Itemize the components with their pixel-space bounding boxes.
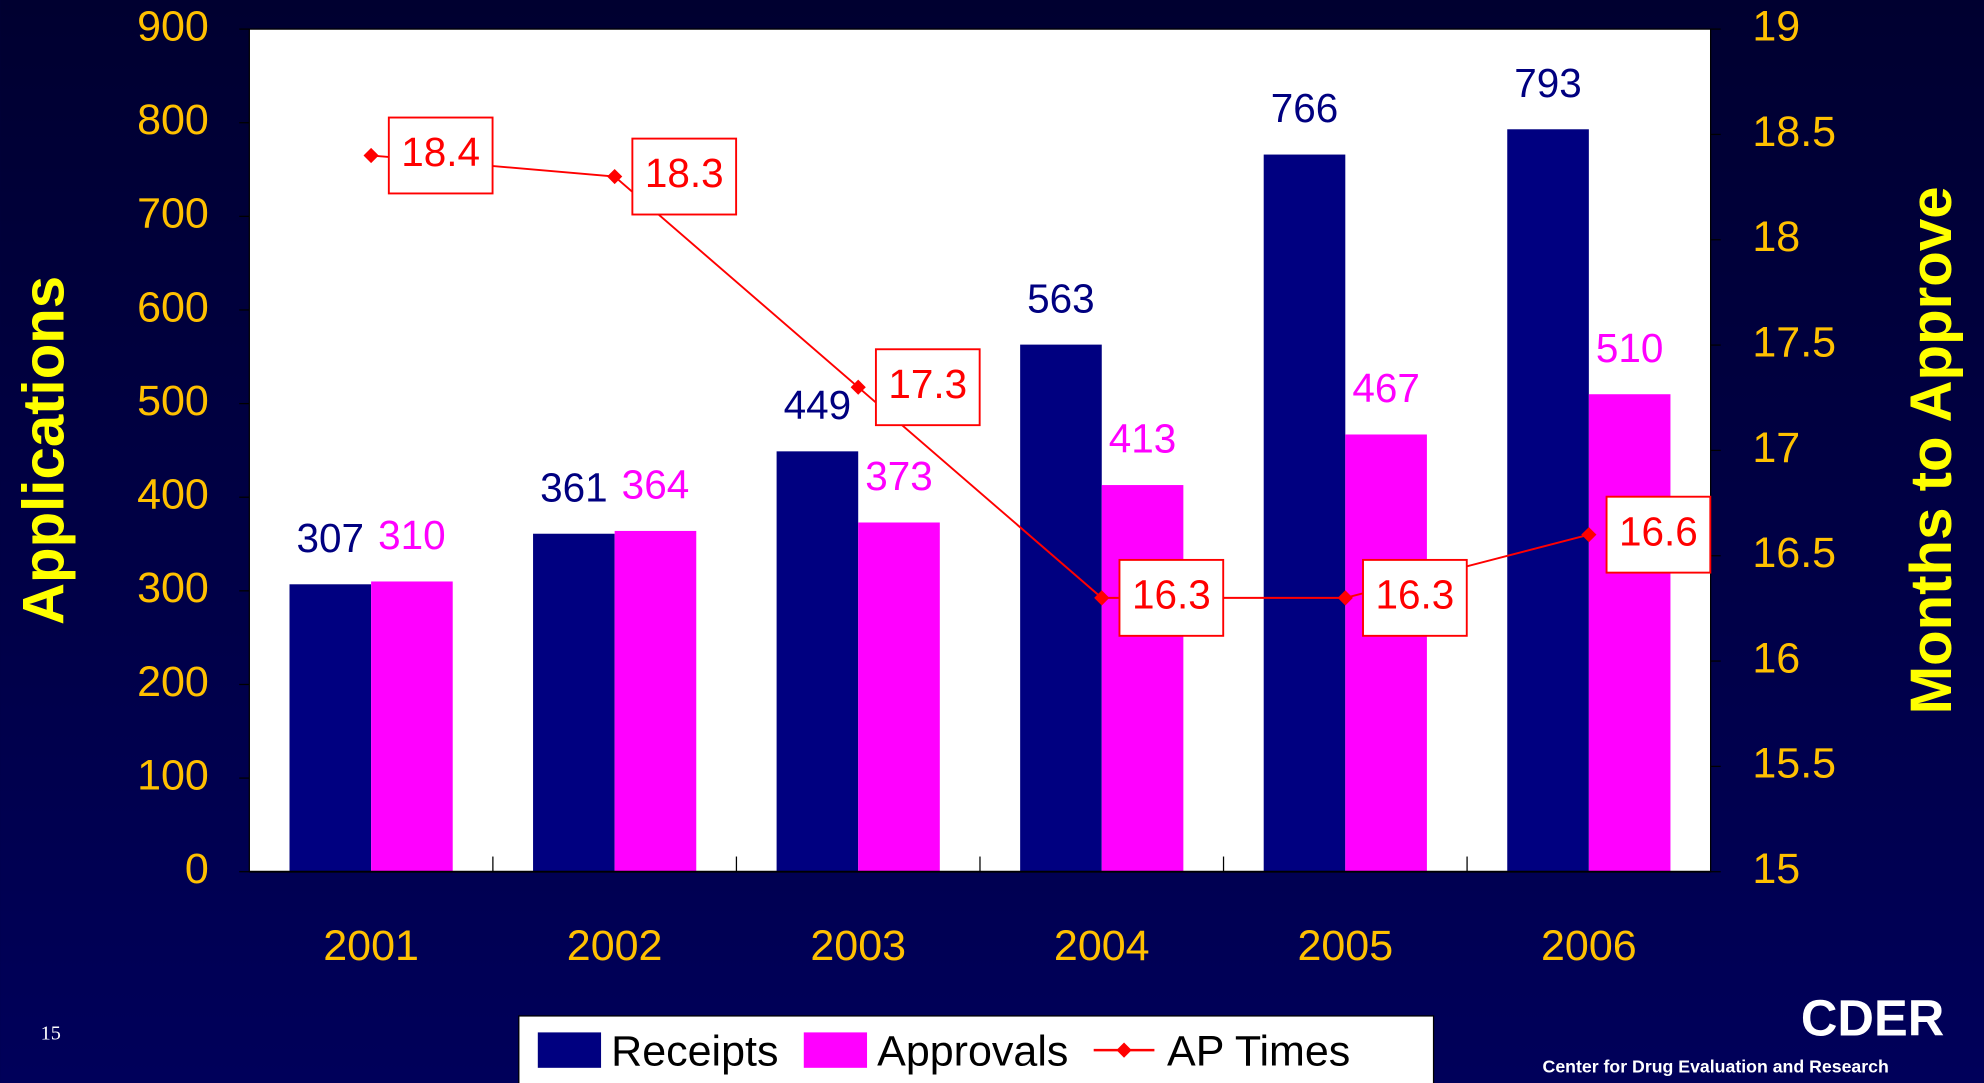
value-label: 364 [622, 462, 690, 508]
y2-tick-label: 19 [1752, 2, 1800, 50]
legend-label: Approvals [877, 1027, 1068, 1075]
x-tick-label: 2005 [1297, 922, 1393, 970]
legend-label: Receipts [611, 1027, 778, 1075]
bar [776, 451, 859, 872]
value-label: 16.3 [1132, 572, 1211, 618]
page-number: 15 [41, 1023, 61, 1045]
marker [363, 147, 379, 164]
y2-axis-title: Months to Approve [1899, 186, 1964, 714]
legend-label: AP Times [1167, 1027, 1350, 1075]
y-tick-label: 700 [137, 190, 209, 238]
bar [1020, 344, 1102, 872]
bar [371, 581, 453, 872]
value-label: 18.4 [401, 129, 480, 175]
value-label-box [1118, 558, 1225, 637]
x-tick-label: 2002 [567, 922, 663, 970]
y-tick-label: 500 [137, 377, 209, 425]
legend-swatch [537, 1032, 602, 1068]
value-label: 16.3 [1376, 572, 1455, 618]
x-tick-label: 2004 [1054, 922, 1150, 970]
value-label-box [1605, 495, 1712, 574]
bar [1588, 394, 1671, 872]
x-tick-label: 2003 [810, 922, 906, 970]
y2-tick-label: 15 [1752, 845, 1800, 893]
y-tick-label: 400 [137, 471, 209, 519]
logo: CDER [1801, 990, 1944, 1047]
legend [518, 1015, 1435, 1083]
y-tick-label: 100 [137, 751, 209, 799]
y2-tick-label: 17.5 [1752, 318, 1836, 366]
y-tick-label: 800 [137, 96, 209, 144]
marker [607, 168, 623, 185]
value-label: 16.6 [1619, 508, 1698, 554]
value-label: 17.3 [888, 361, 967, 407]
value-label: 467 [1352, 365, 1420, 411]
y-tick-label: 300 [137, 564, 209, 612]
y-tick-label: 0 [185, 845, 209, 893]
marker [850, 379, 866, 395]
bar [1101, 485, 1184, 872]
legend-swatch [803, 1032, 868, 1068]
bar [533, 533, 615, 872]
x-tick-label: 2006 [1541, 922, 1637, 970]
y2-tick-label: 18.5 [1752, 108, 1836, 156]
y2-tick-label: 16.5 [1752, 529, 1836, 577]
y2-tick-label: 15.5 [1752, 740, 1836, 788]
value-label-box [1362, 558, 1468, 637]
bar [858, 522, 940, 872]
y-tick-label: 600 [137, 283, 209, 331]
bar [1507, 129, 1589, 872]
y2-tick-label: 18 [1752, 213, 1800, 261]
value-label-box [631, 137, 738, 216]
value-label: 793 [1514, 60, 1582, 106]
x-tick-label: 2001 [323, 922, 419, 970]
value-label: 307 [297, 515, 365, 561]
y2-tick-label: 17 [1752, 424, 1800, 472]
value-label-box [387, 116, 494, 195]
y2-tick-label: 16 [1752, 634, 1800, 682]
value-label: 373 [865, 453, 933, 499]
bar [1263, 154, 1346, 872]
value-label: 766 [1271, 85, 1339, 131]
bar [1345, 434, 1427, 872]
marker [1581, 527, 1597, 543]
bar [289, 584, 372, 872]
value-label: 449 [784, 382, 852, 428]
value-label: 310 [378, 512, 446, 558]
logo-subtitle: Center for Drug Evaluation and Research [1543, 1056, 1889, 1076]
bar [614, 530, 697, 872]
value-label: 361 [540, 464, 608, 510]
value-label: 18.3 [645, 150, 724, 196]
value-label: 510 [1596, 325, 1664, 371]
value-label: 563 [1027, 275, 1095, 321]
value-label-box [874, 348, 981, 427]
y-axis-title: Applications [12, 276, 77, 625]
value-label: 413 [1109, 416, 1177, 462]
y-tick-label: 200 [137, 658, 209, 706]
y-tick-label: 900 [137, 2, 209, 50]
